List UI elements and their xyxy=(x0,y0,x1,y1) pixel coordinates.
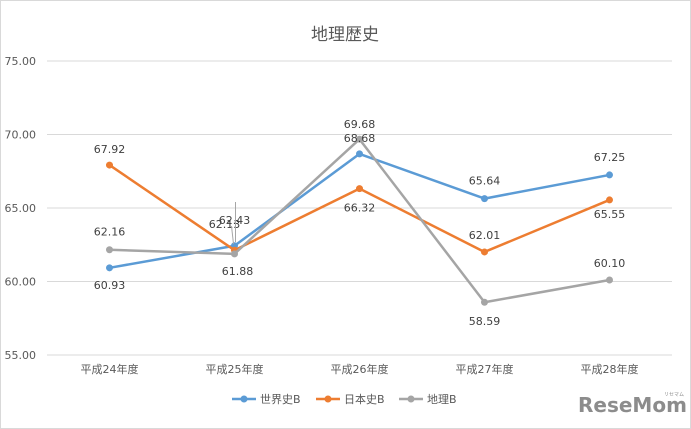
chart-title: 地理歴史 xyxy=(311,25,379,45)
y-tick-label: 65.00 xyxy=(5,202,37,215)
data-point xyxy=(106,264,113,272)
x-tick-label: 平成28年度 xyxy=(581,362,639,376)
y-axis-ticks: 55.00 60.00 65.00 70.00 75.00 xyxy=(5,55,37,362)
data-point xyxy=(606,171,613,179)
y-tick-label: 70.00 xyxy=(5,129,37,142)
legend: 世界史B 日本史B 地理B xyxy=(232,392,457,406)
data-point xyxy=(606,276,613,284)
data-label: 58.59 xyxy=(469,315,501,328)
data-point xyxy=(481,248,488,256)
x-tick-label: 平成24年度 xyxy=(81,362,139,376)
leader-line xyxy=(231,225,234,245)
x-tick-label: 平成25年度 xyxy=(206,362,264,376)
x-tick-label: 平成26年度 xyxy=(331,362,389,376)
resemom-watermark-logo: ReseMom リセマム xyxy=(578,392,687,417)
data-label: 62.16 xyxy=(94,226,126,239)
data-label: 62.13 xyxy=(209,218,241,231)
data-label: 69.68 xyxy=(344,118,376,131)
legend-label: 地理B xyxy=(427,393,457,406)
gridlines xyxy=(47,60,672,356)
data-point xyxy=(481,298,488,306)
data-label: 62.01 xyxy=(469,229,501,242)
data-label: 60.10 xyxy=(594,257,626,270)
legend-label: 世界史B xyxy=(260,393,301,406)
data-label: 61.88 xyxy=(222,265,254,278)
legend-label: 日本史B xyxy=(344,392,385,406)
y-tick-label: 75.00 xyxy=(5,55,37,68)
legend-swatch-marker xyxy=(324,395,332,403)
series-layer xyxy=(106,135,613,306)
y-tick-label: 55.00 xyxy=(5,349,37,362)
data-label: 67.92 xyxy=(94,143,126,156)
watermark-logo-text: ReseMom xyxy=(578,393,687,417)
data-point xyxy=(231,250,238,258)
data-labels: 60.93 62.43 68.68 65.64 67.25 67.92 62.13 66.32… xyxy=(94,118,626,328)
y-tick-label: 60.00 xyxy=(5,276,37,289)
series-line-2 xyxy=(109,137,610,304)
watermark-tagline: リセマム xyxy=(664,392,684,398)
data-point xyxy=(481,195,488,203)
data-label: 68.68 xyxy=(344,132,376,145)
data-point xyxy=(356,135,363,143)
legend-swatch-marker xyxy=(407,395,415,403)
data-label: 67.25 xyxy=(594,151,626,164)
x-tick-label: 平成27年度 xyxy=(456,362,514,376)
x-axis-ticks: 平成24年度 平成25年度 平成26年度 平成27年度 平成28年度 xyxy=(81,362,639,376)
data-label: 66.32 xyxy=(344,202,376,215)
data-point xyxy=(356,185,363,193)
data-point xyxy=(356,150,363,158)
data-point xyxy=(606,196,613,204)
legend-swatch-marker xyxy=(240,395,248,403)
data-label: 62.43 xyxy=(219,214,251,227)
data-point xyxy=(106,161,113,169)
data-label: 65.64 xyxy=(469,175,501,188)
data-label: 65.55 xyxy=(594,208,626,221)
data-label: 60.93 xyxy=(94,279,126,292)
data-point xyxy=(106,246,113,254)
